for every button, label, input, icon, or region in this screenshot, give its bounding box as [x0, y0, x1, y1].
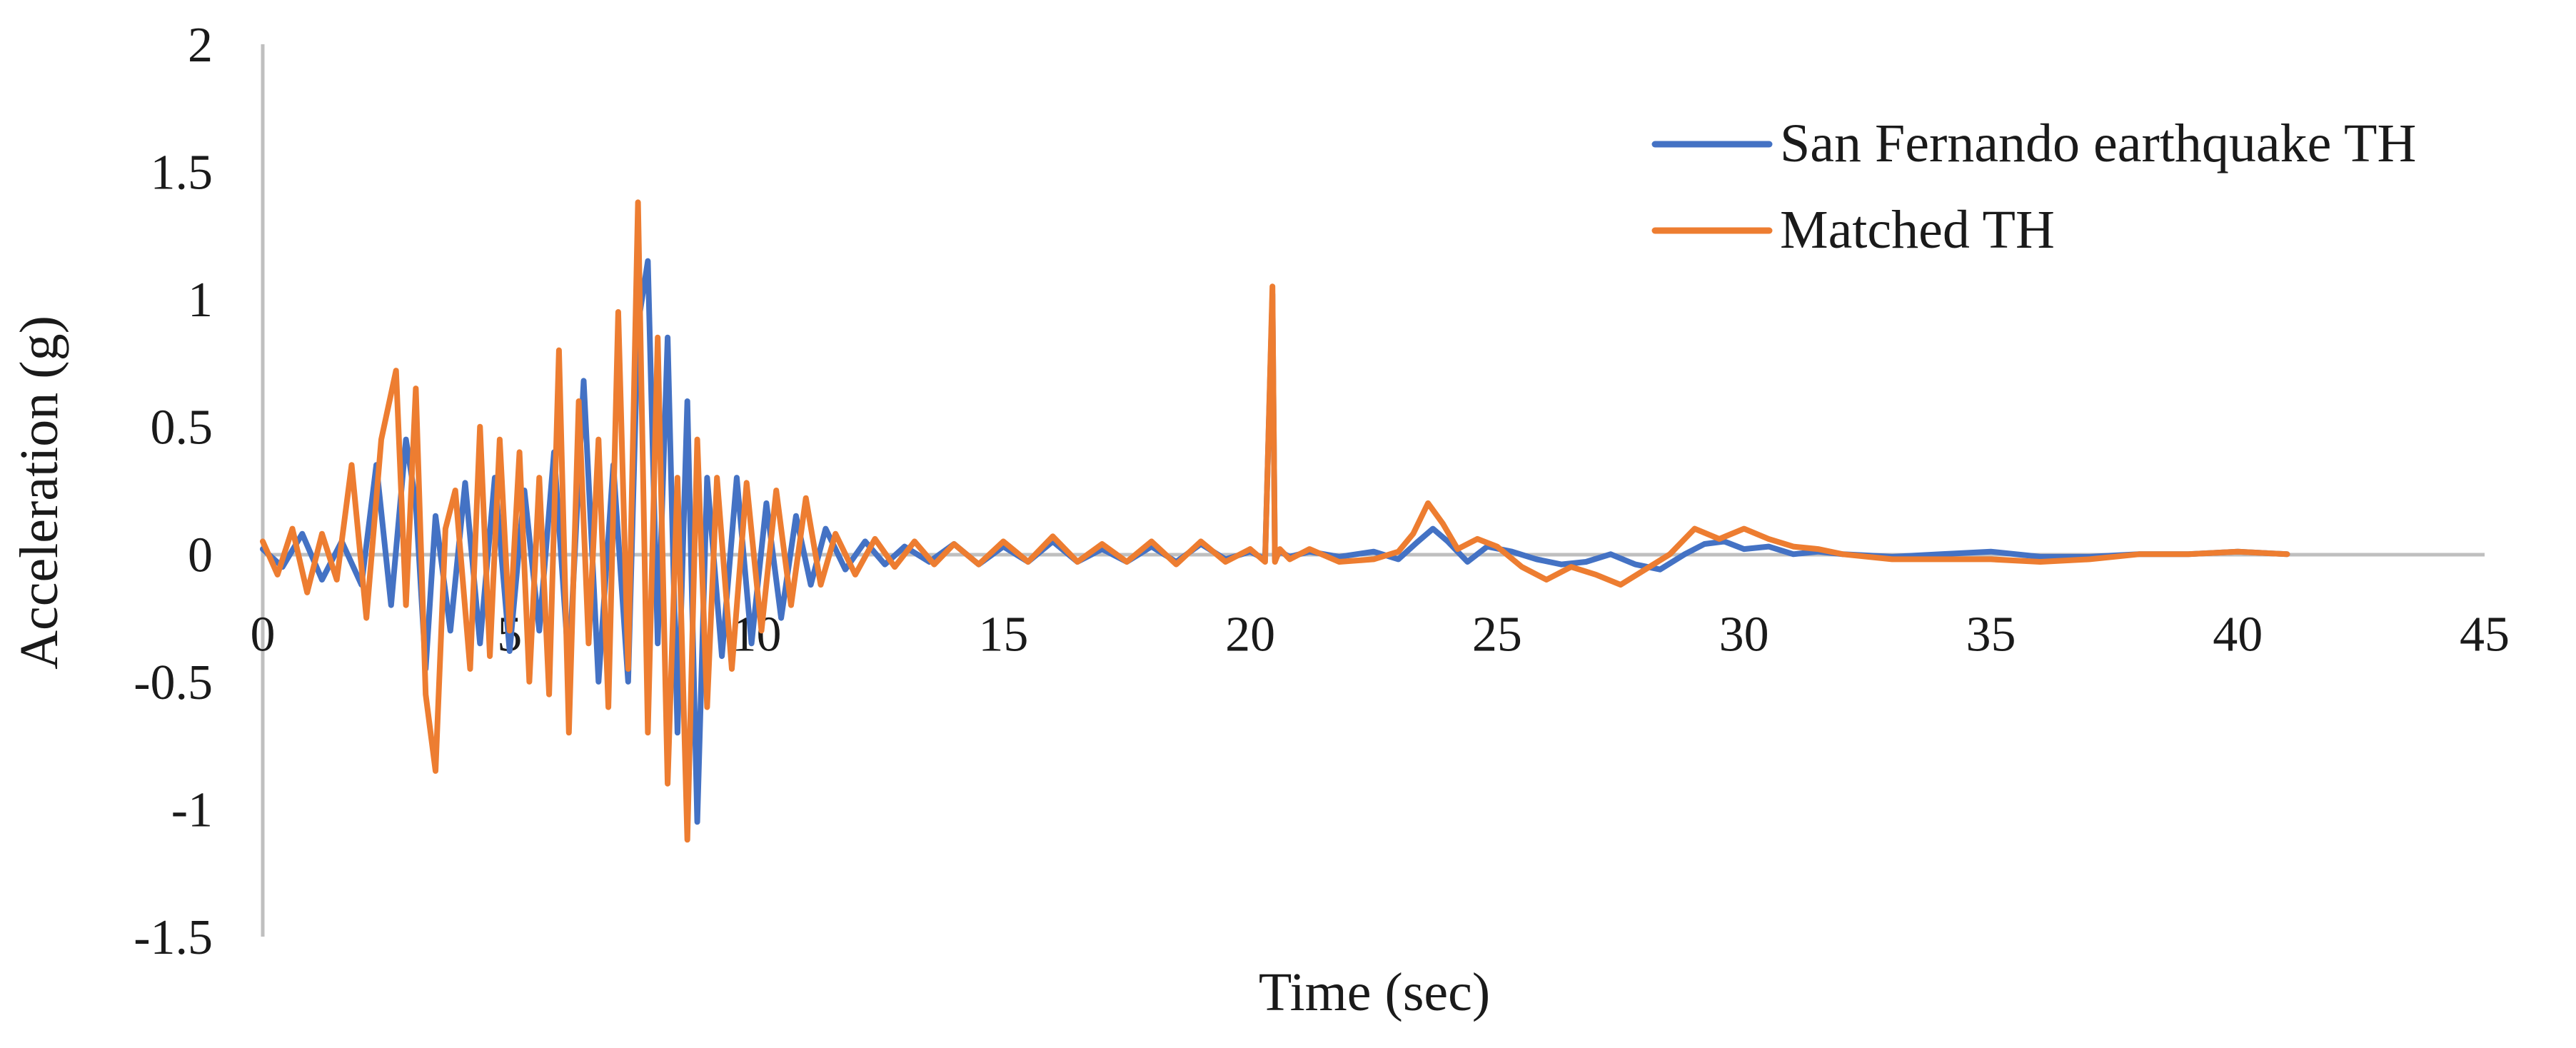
x-tick-labels: 0 5 10 15 20 25 30 35 40 45	[251, 607, 2510, 662]
series-layer	[260, 199, 2290, 843]
legend-label-matched: Matched TH	[1780, 200, 2055, 260]
series-line-matched	[260, 199, 2290, 843]
y-tick-label: -1	[171, 782, 213, 837]
x-tick-label: 40	[2213, 607, 2263, 662]
x-axis-title: Time (sec)	[1259, 962, 1490, 1022]
y-tick-labels: -1.5 -1 -0.5 0 0.5 1 1.5 2	[134, 18, 213, 965]
legend: San Fernando earthquake TH Matched TH	[1651, 114, 2416, 260]
x-tick-label: 30	[1719, 607, 1769, 662]
x-tick-label: 35	[1966, 607, 2016, 662]
x-tick-label: 20	[1225, 607, 1275, 662]
y-tick-label: -0.5	[134, 655, 213, 710]
x-tick-label: 45	[2460, 607, 2510, 662]
y-tick-label: 1	[188, 273, 213, 328]
y-tick-label: 0	[188, 528, 213, 583]
series-line-san-fernando	[260, 258, 2290, 825]
y-tick-label: 0.5	[151, 400, 213, 455]
x-tick-label: 25	[1472, 607, 1522, 662]
x-tick-label: 0	[251, 607, 276, 662]
legend-label-san-fernando: San Fernando earthquake TH	[1780, 114, 2416, 173]
y-tick-label: 1.5	[151, 146, 213, 201]
y-tick-label: -1.5	[134, 910, 213, 965]
y-tick-label: 2	[188, 18, 213, 73]
x-tick-label: 15	[978, 607, 1028, 662]
y-axis-title: Acceleration (g)	[9, 316, 69, 670]
